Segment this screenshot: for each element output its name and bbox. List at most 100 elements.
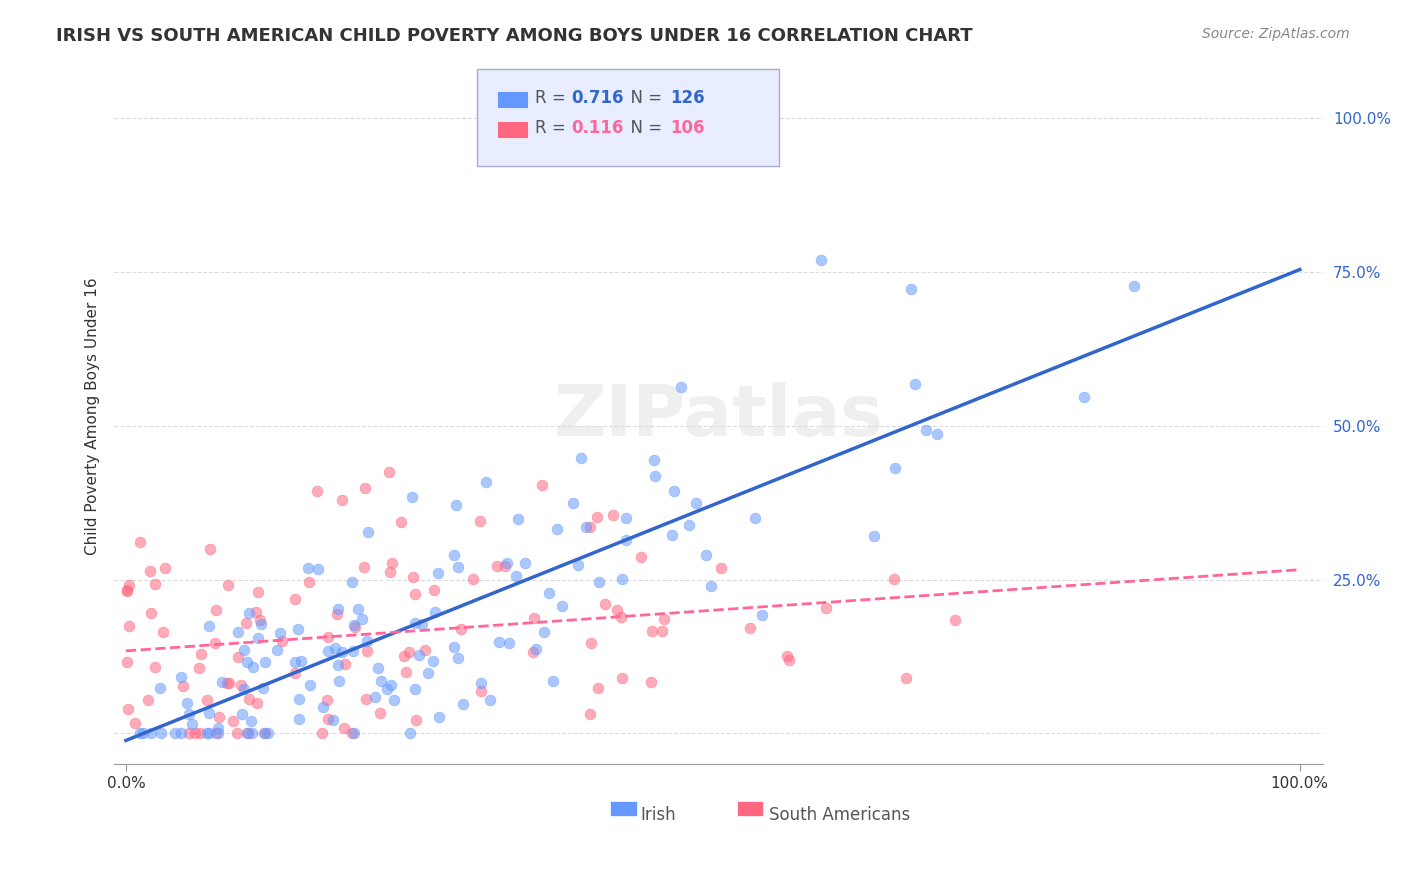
Point [567,558,589,572]
Point [149,681,172,695]
Point [815,601,838,615]
Point [163,726,186,740]
Point [644,468,666,483]
Text: IRISH VS SOUTH AMERICAN CHILD POVERTY AMONG BOYS UNDER 16 CORRELATION CHART: IRISH VS SOUTH AMERICAN CHILD POVERTY AM… [56,27,973,45]
Point [222,714,245,728]
Text: R =: R = [534,88,571,107]
Point [389,515,412,529]
Point [250,616,273,631]
Point [235,616,257,631]
Point [155,561,177,575]
Point [218,578,240,592]
Point [242,659,264,673]
Point [416,665,439,680]
Point [630,550,652,565]
Point [447,650,470,665]
Point [863,528,886,542]
Text: South Americans: South Americans [769,806,910,824]
Point [236,655,259,669]
Point [904,377,927,392]
Point [326,607,349,621]
Point [738,621,761,635]
Point [236,726,259,740]
Point [915,423,938,437]
Text: R =: R = [534,119,571,136]
Point [288,712,311,726]
Point [184,726,207,740]
Point [284,591,307,606]
Point [247,585,270,599]
Point [640,675,662,690]
Point [641,624,664,639]
Point [172,679,194,693]
Point [311,726,333,740]
Point [368,706,391,720]
Point [207,722,229,736]
Point [523,611,546,625]
Point [197,706,219,720]
Text: N =: N = [620,88,666,107]
Point [593,598,616,612]
Point [411,616,433,631]
Point [883,572,905,586]
FancyBboxPatch shape [737,801,763,816]
Text: 0.116: 0.116 [571,119,624,136]
Point [288,692,311,706]
Point [117,584,139,599]
Point [333,721,356,735]
Point [307,562,329,576]
FancyBboxPatch shape [610,801,637,816]
Point [141,726,163,740]
Point [522,645,544,659]
Point [526,642,548,657]
Point [776,649,799,664]
Point [180,716,202,731]
Point [450,622,472,636]
Point [316,644,339,658]
Point [188,726,211,740]
Point [138,564,160,578]
Point [488,634,510,648]
Point [531,478,554,492]
Point [894,671,917,685]
Point [198,726,221,740]
Point [347,602,370,616]
FancyBboxPatch shape [498,120,527,138]
Point [204,603,226,617]
Point [226,625,249,640]
Point [415,643,437,657]
Point [252,681,274,695]
FancyBboxPatch shape [477,69,779,166]
Point [943,613,966,627]
Point [541,673,564,688]
Point [342,644,364,658]
Point [614,511,637,525]
Point [422,654,444,668]
Point [652,611,675,625]
Point [290,654,312,668]
Point [381,556,404,570]
Point [136,693,159,707]
Point [569,451,592,466]
Text: Irish: Irish [641,806,676,824]
Text: Source: ZipAtlas.com: Source: ZipAtlas.com [1202,27,1350,41]
Point [344,619,367,633]
Point [316,712,339,726]
Point [177,707,200,722]
Point [330,644,353,658]
Point [453,697,475,711]
Point [610,671,633,685]
Point [370,674,392,689]
Point [685,496,707,510]
Point [129,726,152,740]
Point [238,606,260,620]
Point [505,569,527,583]
Point [170,726,193,740]
Point [238,691,260,706]
Point [404,681,426,696]
Point [447,560,470,574]
Point [316,693,339,707]
Text: 106: 106 [671,119,704,136]
Point [404,587,426,601]
Point [353,560,375,574]
